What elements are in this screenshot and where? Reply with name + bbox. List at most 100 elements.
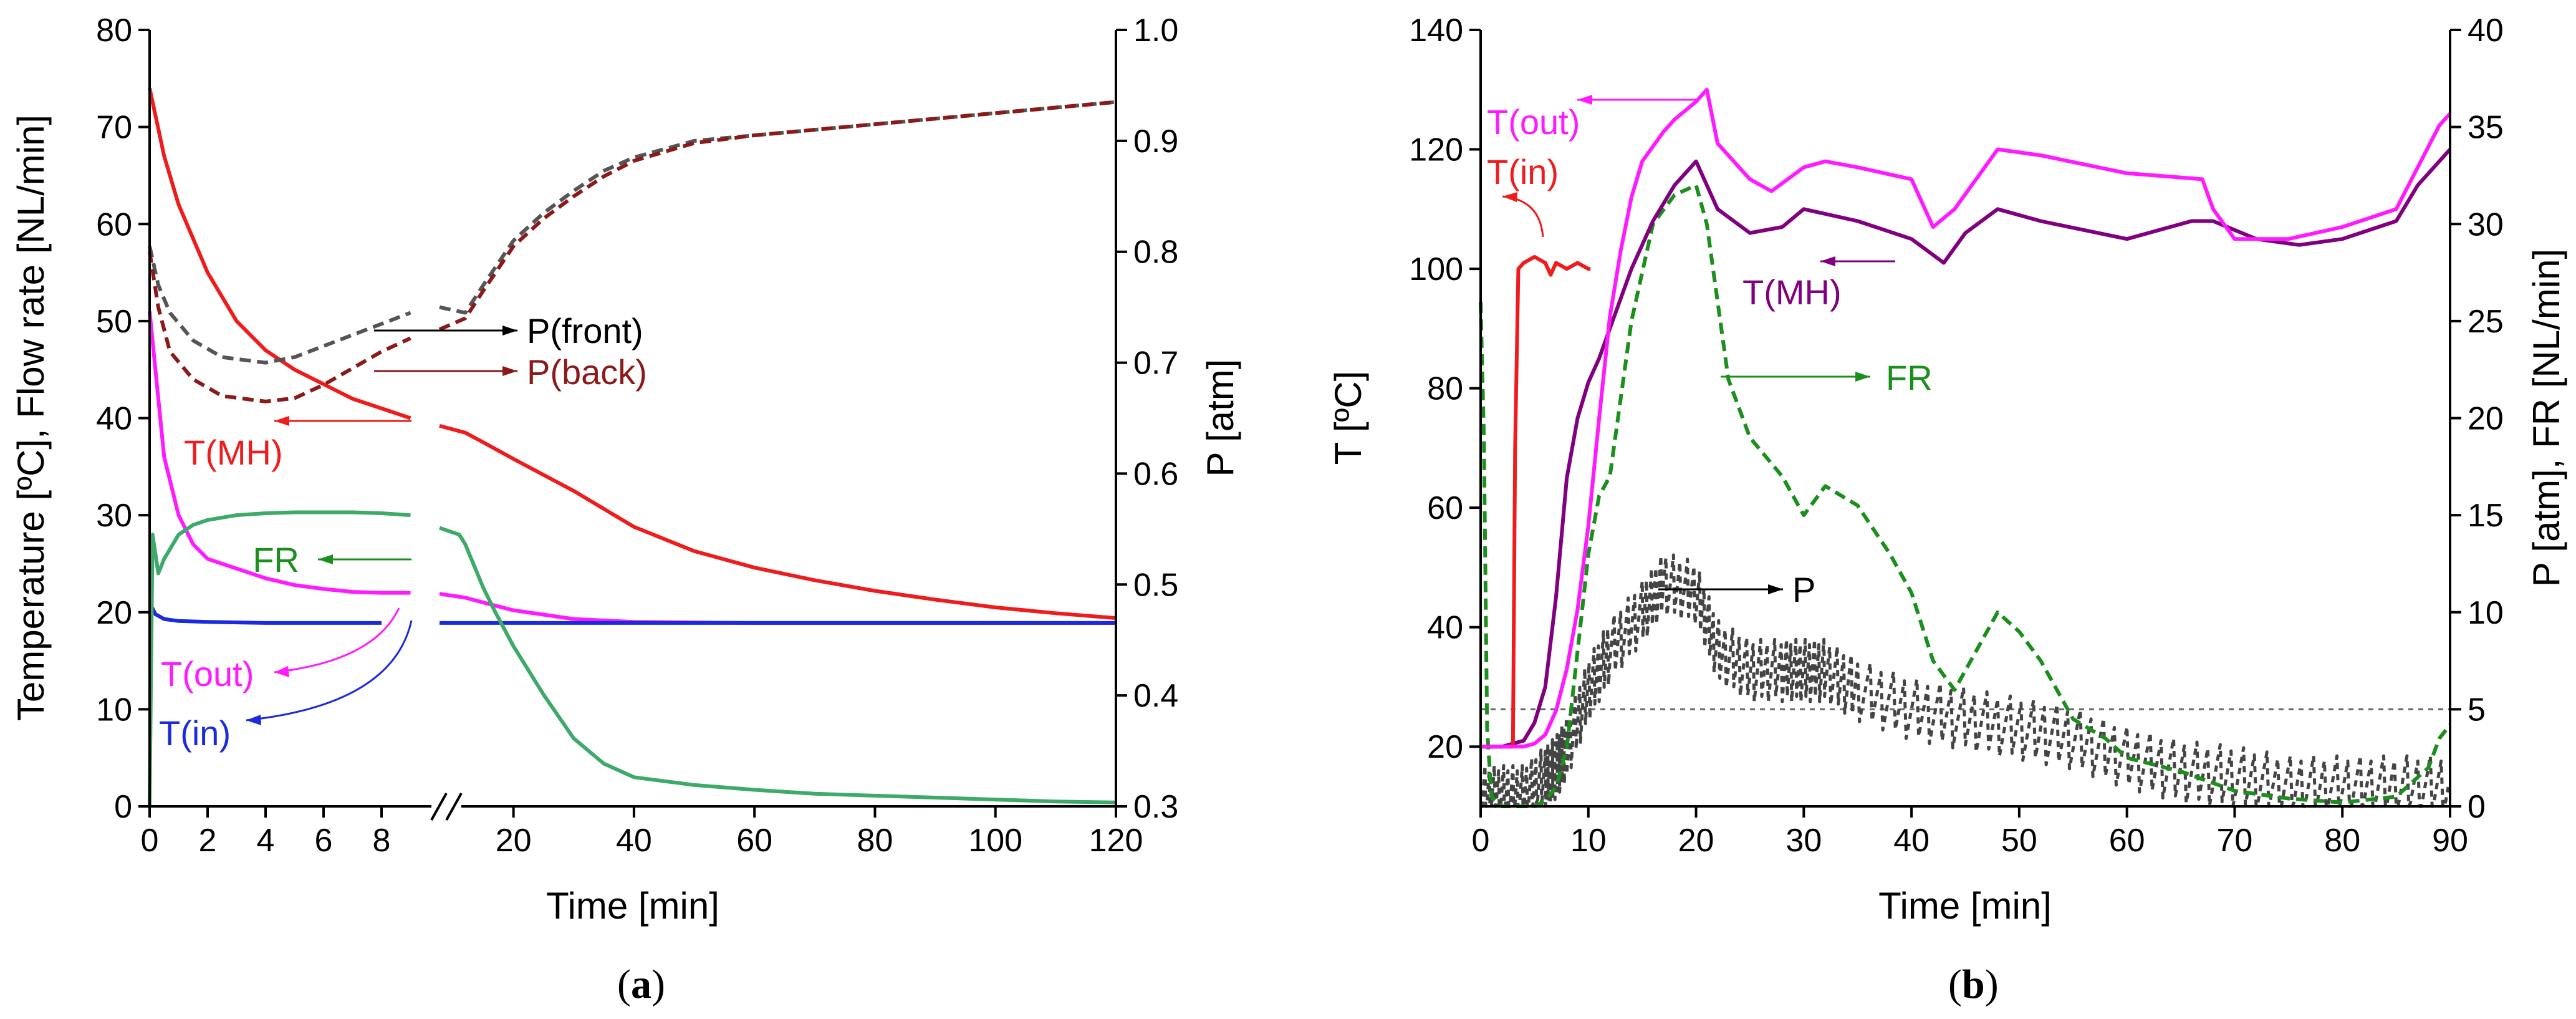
y-tick-label-right-a: 0.8: [1133, 234, 1178, 271]
y-axis-title-right-a: P [atm]: [1199, 359, 1241, 477]
x-tick-label-b: 60: [2109, 823, 2145, 859]
x-tick-label-b: 30: [1785, 823, 1822, 859]
y-tick-label-right-a: 1.0: [1133, 12, 1178, 49]
y-tick-label-left-b: 40: [1427, 610, 1463, 646]
x-tick-label-b: 90: [2432, 823, 2468, 859]
y-tick-label-left-b: 20: [1427, 729, 1463, 765]
series-line-a-t-in-part1: [148, 601, 382, 625]
y-axis-title-left-a: Temperature [ºC], Flow rate [NL/min]: [10, 115, 52, 721]
panel-label-a-close: ): [651, 962, 665, 1007]
y-tick-label-left-a: 70: [96, 110, 132, 146]
y-tick-label-left-a: 0: [114, 789, 132, 825]
x-tick-label-a: 120: [1089, 823, 1143, 859]
panel-label-a-letter: a: [631, 962, 651, 1007]
series-line-b-t-out: [1481, 87, 2452, 749]
x-axis-title-a: Time [min]: [546, 885, 719, 927]
panel-label-a-open: (: [617, 962, 631, 1007]
y-tick-label-right-a: 0.6: [1133, 456, 1178, 492]
x-tick-label-a: 2: [199, 823, 217, 859]
y-tick-label-left-b: 140: [1409, 12, 1463, 49]
axis-break-mark: [430, 793, 463, 821]
y-tick-label-right-b: 15: [2468, 498, 2504, 534]
annotation-arrows-a: [246, 326, 517, 725]
y-tick-label-right-b: 30: [2468, 206, 2504, 243]
y-tick-label-right-b: 5: [2468, 692, 2486, 728]
panel-label-a: (a): [617, 962, 665, 1007]
x-tick-label-a: 100: [968, 823, 1022, 859]
y-axis-title-left-b: T [ºC]: [1327, 371, 1369, 465]
annotation-t-out: T(out): [161, 654, 254, 693]
x-tick-label-a: 60: [736, 823, 772, 859]
series-line-b-t-mh: [1481, 148, 2452, 749]
y-tick-label-left-a: 10: [96, 692, 132, 728]
y-tick-label-left-a: 40: [96, 401, 132, 437]
y-tick-label-left-b: 100: [1409, 251, 1463, 287]
series-line-b-t-in: [1481, 254, 1591, 749]
series-line-b-fr: [1479, 183, 2452, 808]
x-tick-label-a: 80: [857, 823, 893, 859]
y-tick-label-left-b: 80: [1427, 371, 1463, 407]
series-line-a-t-mh-part2: [439, 423, 1117, 621]
y-tick-label-right-b: 35: [2468, 110, 2504, 146]
series-line-a-p-back-part1: [148, 251, 411, 403]
x-tick-label-a: 4: [257, 823, 275, 859]
y-tick-label-left-a: 60: [96, 206, 132, 243]
x-tick-label-b: 40: [1893, 823, 1930, 859]
plot-area-a: [150, 30, 1116, 806]
y-tick-label-left-a: 30: [96, 498, 132, 534]
y-tick-label-right-a: 0.7: [1133, 345, 1178, 382]
y-tick-label-right-b: 25: [2468, 304, 2504, 340]
annotation-p-b: P: [1792, 570, 1815, 609]
y-axis-title-right-b: P [atm], FR [NL/min]: [2526, 249, 2567, 587]
panel-a: 0 2 4 6 8 20 40 60 80 100 120 0 10 20 30 40 50 60 70 80 0.3 0…: [10, 12, 1241, 1007]
annotation-t-in: T(in): [159, 713, 231, 753]
annotation-arrows-b: [1502, 95, 1895, 594]
x-axis-title-b: Time [min]: [1878, 885, 2052, 927]
annotation-p-back: P(back): [527, 352, 647, 392]
y-tick-label-left-a: 50: [96, 304, 132, 340]
plot-area-b: [1481, 30, 2450, 806]
y-tick-label-right-a: 0.4: [1133, 678, 1178, 714]
y-tick-label-right-a: 0.9: [1133, 123, 1178, 160]
y-tick-label-left-a: 80: [96, 12, 132, 49]
y-tick-label-left-a: 20: [96, 595, 132, 631]
y-tick-label-right-b: 20: [2468, 401, 2504, 437]
x-tick-label-a: 20: [496, 823, 532, 859]
series-group-b: [1479, 87, 2452, 808]
x-tick-label-b: 50: [2001, 823, 2037, 859]
series-line-a-p-front-part1: [148, 246, 411, 365]
x-tick-label-a: 0: [141, 823, 159, 859]
x-tick-label-a: 8: [373, 823, 391, 859]
x-tick-label-a: 6: [315, 823, 333, 859]
x-tick-label-b: 70: [2217, 823, 2253, 859]
x-tick-label-b: 10: [1570, 823, 1607, 859]
y-tick-label-right-a: 0.5: [1133, 567, 1178, 603]
x-tick-label-b: 20: [1678, 823, 1714, 859]
x-tick-label-a: 40: [616, 823, 652, 859]
series-group-a: [148, 87, 1117, 807]
y-tick-label-right-b: 40: [2468, 12, 2504, 49]
annotation-fr: FR: [252, 540, 299, 579]
series-line-a-fr-part1: [148, 510, 411, 807]
annotation-t-in-b: T(in): [1487, 152, 1559, 191]
y-tick-label-right-b: 0: [2468, 789, 2486, 825]
series-line-a-fr-part2: [439, 526, 1117, 804]
ticks-b: 0 10 20 30 40 50 60 70 80 90 20 40 60 80 100 120 140 0 5 10…: [1409, 12, 2504, 859]
series-line-b-p: [1479, 553, 2450, 808]
ticks-a: 0 2 4 6 8 20 40 60 80 100 120 0 10 20 30 40 50 60 70 80 0.3 0…: [96, 12, 1178, 859]
y-tick-label-left-b: 60: [1427, 490, 1463, 526]
series-line-a-t-out-part1: [148, 311, 411, 595]
annotation-t-out-b: T(out): [1487, 102, 1580, 142]
panel-label-b-letter: b: [1962, 962, 1985, 1007]
annotation-fr-b: FR: [1886, 358, 1933, 397]
annotation-p-front: P(front): [527, 311, 643, 350]
y-tick-label-right-a: 0.3: [1133, 789, 1178, 825]
panel-b: 0 10 20 30 40 50 60 70 80 90 20 40 60 80 100 120 140 0 5 10…: [1327, 12, 2567, 1007]
x-tick-label-b: 80: [2324, 823, 2360, 859]
y-tick-label-right-b: 10: [2468, 595, 2504, 631]
x-tick-label-b: 0: [1472, 823, 1490, 859]
annotation-t-mh: T(MH): [184, 433, 283, 472]
panel-label-b-open: (: [1948, 962, 1962, 1007]
series-line-a-p-back-part2: [438, 100, 1117, 331]
